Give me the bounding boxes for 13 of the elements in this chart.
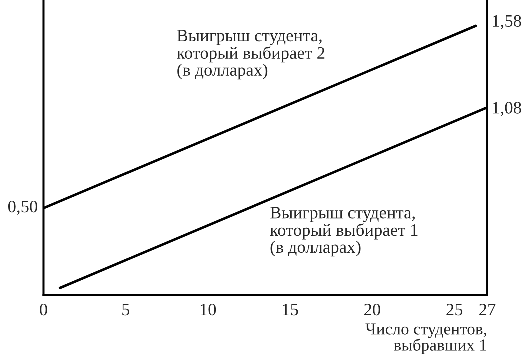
text: 0,50 bbox=[8, 200, 38, 216]
x-tick-label: 25 bbox=[446, 304, 463, 316]
y2-tick-label: 1,58 bbox=[493, 15, 522, 30]
x-tick-label: 27 bbox=[480, 304, 496, 316]
x-tick-label: 10 bbox=[200, 304, 216, 316]
x-tick-label: 5 bbox=[122, 304, 130, 316]
x-tick-label: 15 bbox=[283, 304, 298, 316]
y2-tick-label: 1,08 bbox=[493, 102, 522, 116]
series-label: Выигрыш студента, который выбирает 2 (в долларах) bbox=[177, 30, 325, 80]
x-tick-label: 0 bbox=[40, 304, 48, 316]
series-label: Выигрыш студента, который выбирает 1 (в долларах) bbox=[270, 207, 418, 257]
x-tick-label: 20 bbox=[364, 304, 380, 316]
x-axis-title: Число студентов, выбравших 1 bbox=[366, 324, 486, 354]
